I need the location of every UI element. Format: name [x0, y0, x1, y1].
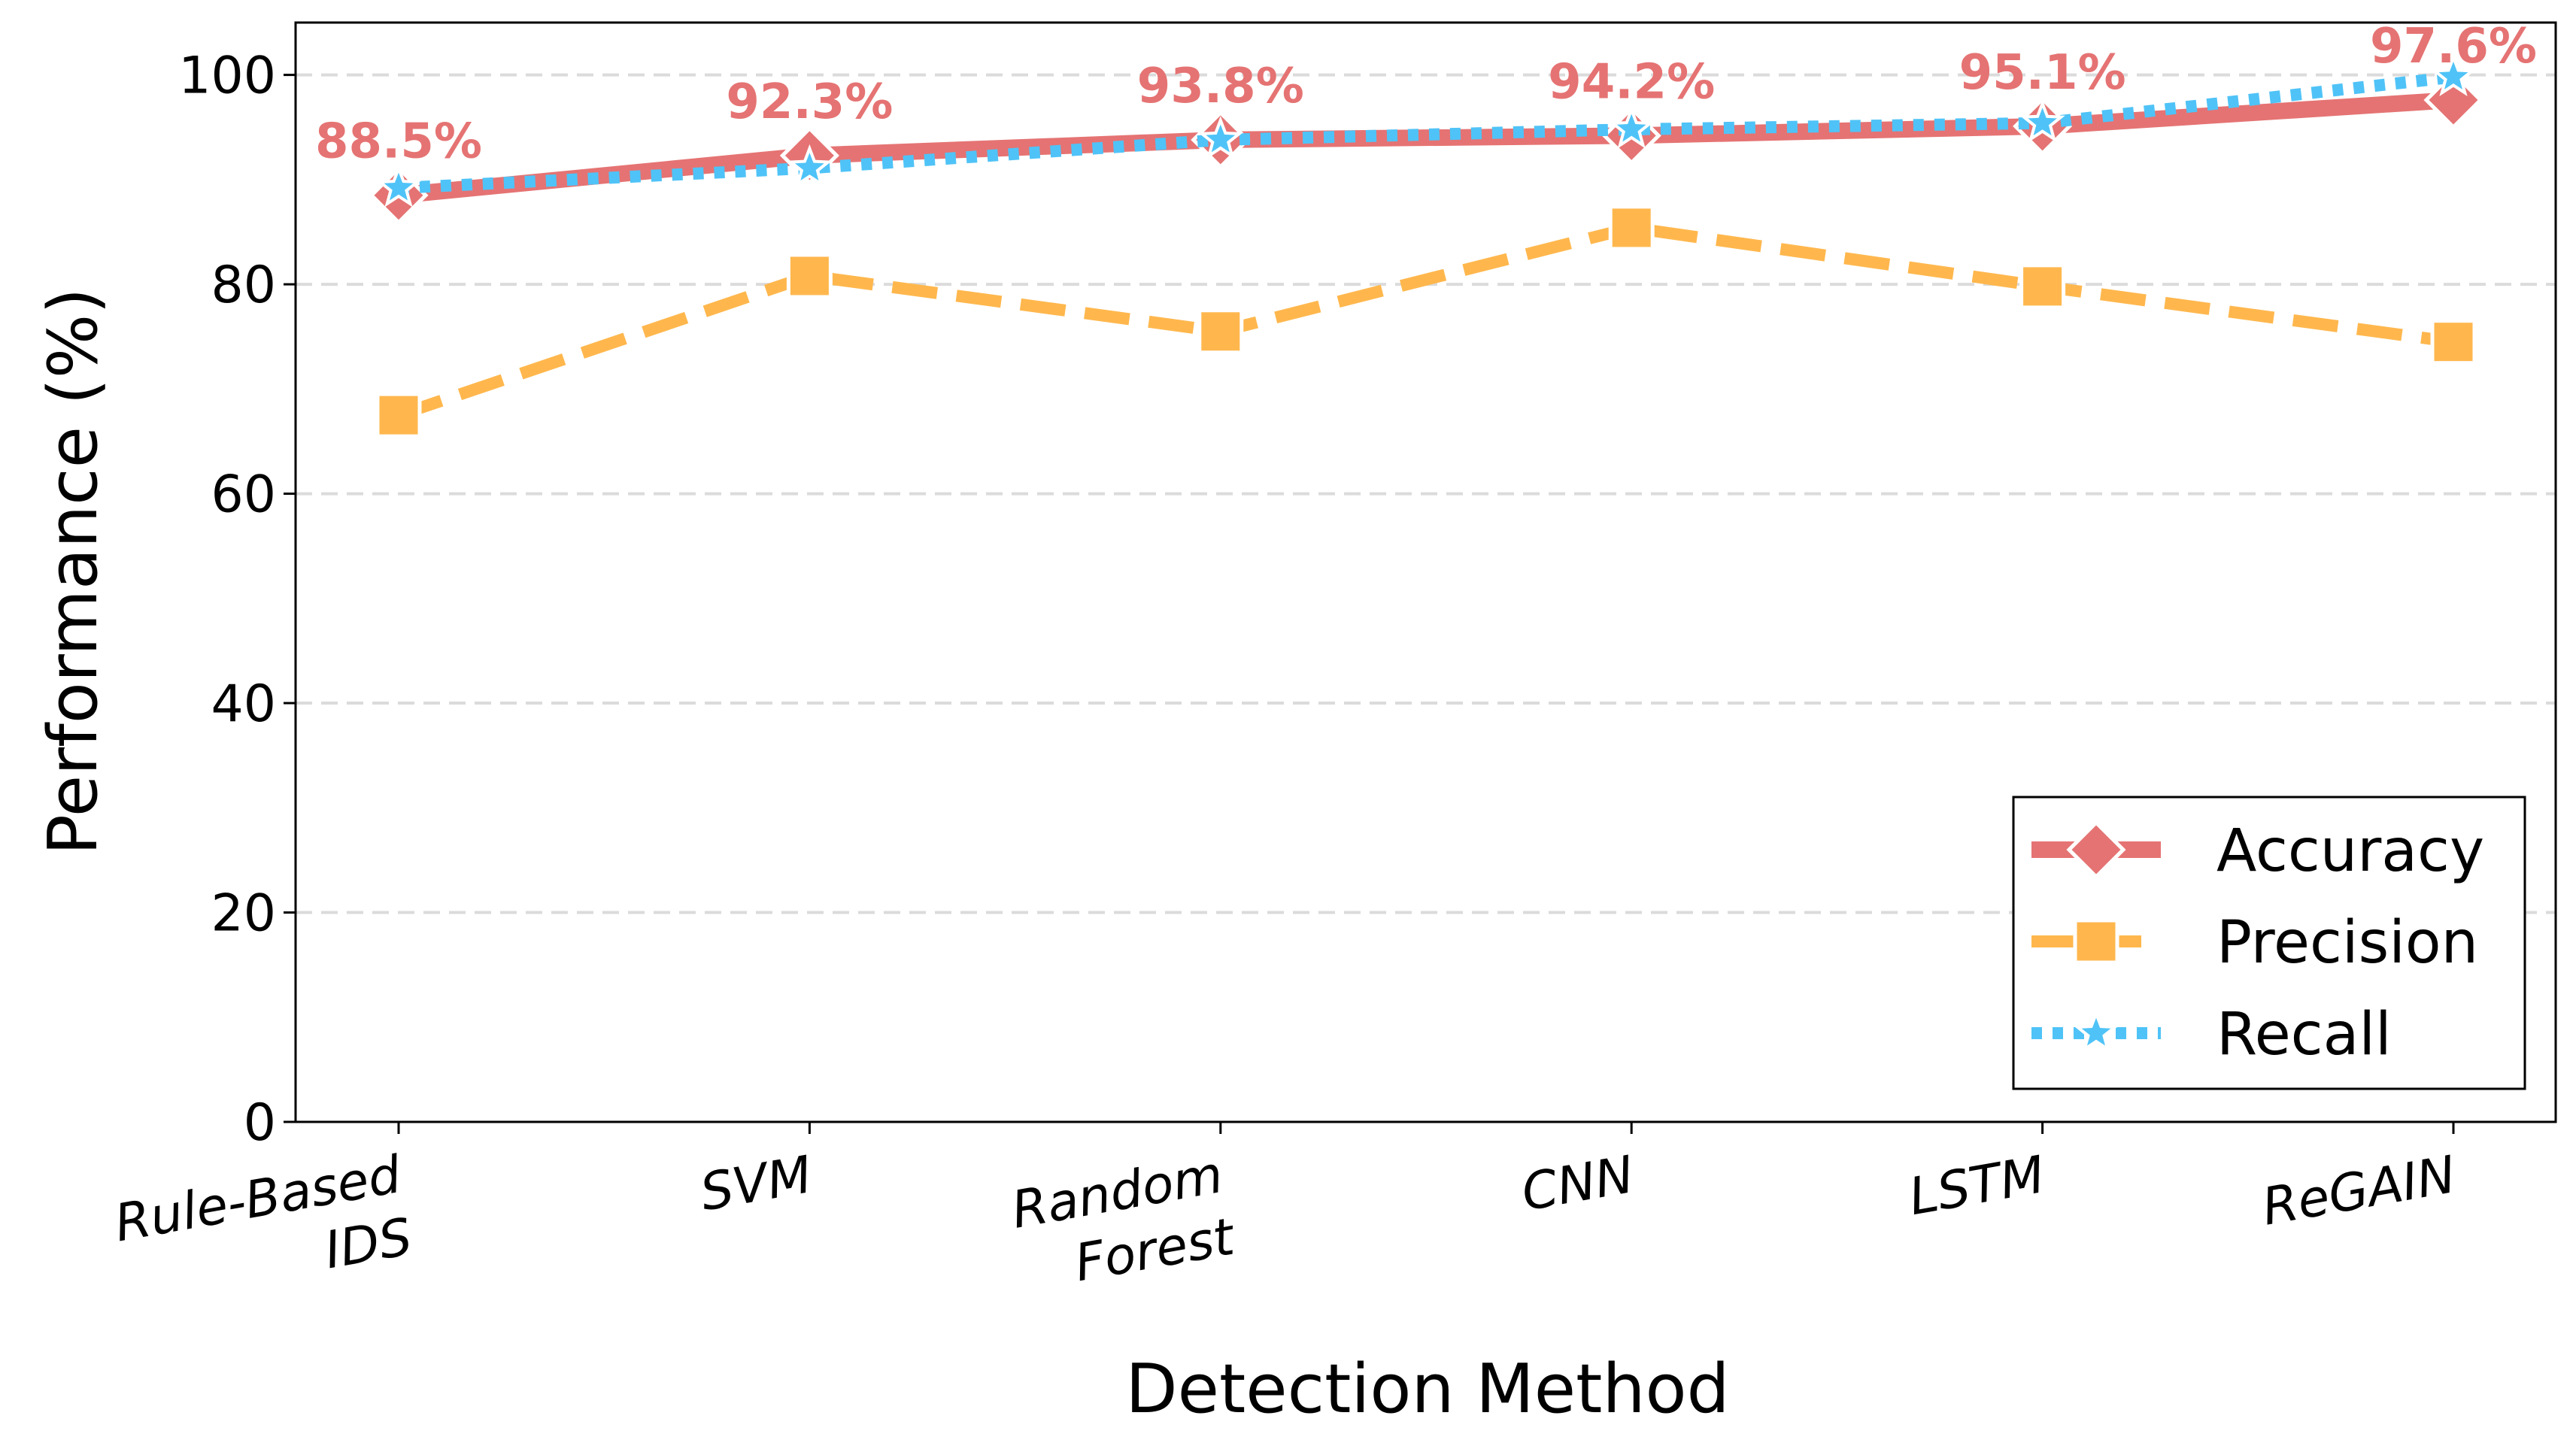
- series-line-precision: [396, 221, 2455, 421]
- marker-square: [2073, 918, 2119, 965]
- annotation-layer: 88.5% 92.3% 93.8% 94.2% 95.1% 97.6%: [315, 19, 2537, 170]
- plot-frame: [294, 21, 2557, 1123]
- y-tick-label: 80: [211, 256, 276, 315]
- marker-square: [786, 253, 833, 299]
- marker-star: [1197, 116, 1243, 159]
- series-line-recall: [398, 71, 2454, 194]
- data-label: 93.8%: [1137, 59, 1304, 114]
- marker-star: [2073, 1009, 2119, 1053]
- data-label: 88.5%: [315, 114, 482, 170]
- marker-star: [1609, 105, 1655, 149]
- y-tick-label: 40: [211, 674, 276, 734]
- legend: Accuracy Precision Recall: [2012, 796, 2526, 1090]
- x-tick-label: SVM: [696, 1145, 817, 1223]
- marker-square: [2019, 263, 2066, 310]
- legend-label: Accuracy: [2216, 817, 2484, 885]
- marker-square: [1608, 205, 1655, 251]
- data-label: 92.3%: [726, 74, 893, 130]
- y-tick-label: 60: [211, 465, 276, 525]
- marker-diamond: [2423, 70, 2483, 130]
- y-axis-label: Performance (%): [34, 288, 113, 856]
- marker-square: [2430, 319, 2477, 365]
- y-axis: 0 20 40 60 80 100: [178, 47, 296, 1153]
- marker-diamond: [2066, 820, 2126, 880]
- x-tick-label: Rule-BasedIDS: [111, 1145, 417, 1316]
- series-precision: [375, 205, 2477, 438]
- x-axis: Rule-BasedIDS SVM RandomForest CNN LSTM ReGAI…: [111, 1122, 2460, 1316]
- legend-label: Precision: [2216, 909, 2478, 977]
- series-layer: [369, 53, 2483, 438]
- series-accuracy: [369, 70, 2483, 226]
- marker-star: [375, 164, 422, 208]
- data-label: 97.6%: [2370, 19, 2537, 74]
- y-tick-label: 0: [244, 1093, 276, 1153]
- marker-star: [2430, 53, 2477, 96]
- y-tick-label: 100: [178, 47, 276, 106]
- marker-square: [375, 392, 422, 438]
- y-tick-label: 20: [211, 884, 276, 944]
- x-axis-label: Detection Method: [1125, 1350, 1729, 1429]
- data-label: 94.2%: [1548, 54, 1715, 110]
- x-tick-label: RandomForest: [1007, 1145, 1239, 1303]
- series-recall: [375, 53, 2477, 208]
- marker-star: [2019, 99, 2065, 143]
- legend-label: Recall: [2216, 1001, 2392, 1069]
- x-tick-label: ReGAIN: [2258, 1145, 2460, 1238]
- gridlines: [296, 73, 2556, 914]
- x-tick-label: LSTM: [1904, 1145, 2049, 1227]
- marker-star: [787, 144, 833, 188]
- data-label: 95.1%: [1959, 45, 2126, 101]
- marker-square: [1197, 308, 1244, 355]
- x-tick-label: CNN: [1517, 1145, 1638, 1223]
- series-line-accuracy: [397, 92, 2454, 204]
